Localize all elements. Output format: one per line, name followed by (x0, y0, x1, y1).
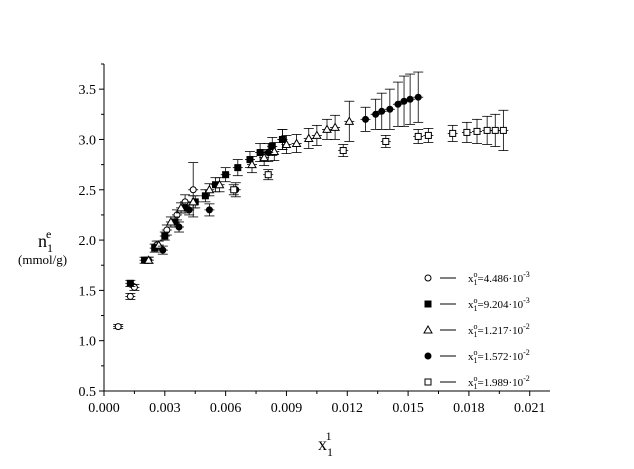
plot-frame (103, 64, 550, 392)
data-point (189, 186, 197, 194)
x-tick-label: 0.021 (514, 401, 546, 416)
data-point (394, 100, 402, 108)
data-point (386, 105, 394, 113)
data-point (406, 95, 414, 103)
data-point (424, 131, 432, 139)
x-tick-label: 0.006 (210, 401, 242, 416)
data-point (175, 223, 183, 231)
data-point (291, 138, 302, 147)
data-point (400, 97, 408, 105)
data-point (114, 323, 122, 331)
legend-marker (424, 352, 432, 360)
data-point (499, 126, 507, 134)
data-point (344, 116, 355, 125)
data-point (414, 93, 422, 101)
data-point (205, 206, 213, 214)
data-point (161, 232, 169, 240)
y-tick-label: 2.0 (79, 234, 97, 249)
data-point (259, 152, 270, 162)
data-point (303, 133, 314, 142)
y-axis-unit: (mmol/g) (18, 252, 67, 267)
data-point (281, 139, 292, 148)
data-point (126, 279, 134, 287)
y-tick-label: 0.5 (79, 385, 97, 400)
data-point (264, 171, 272, 179)
data-point (256, 149, 264, 157)
y-tick-label: 3.0 (79, 133, 97, 148)
x-tick-label: 0.003 (149, 401, 181, 416)
legend-label: x1o=9.204·10-3 (468, 296, 530, 313)
y-axis-title-superscript: e (46, 227, 51, 241)
legend-label: x1o=1.989·10-2 (468, 374, 530, 391)
data-point (330, 122, 340, 131)
data-point (382, 137, 390, 145)
data-point (414, 132, 422, 140)
data-point (378, 107, 386, 115)
data-point (322, 124, 332, 133)
data-point (173, 211, 181, 219)
legend-label: x1o=1.572·10-2 (468, 348, 530, 365)
data-point (222, 171, 230, 179)
data-point (126, 292, 134, 300)
y-axis-title-subscript: 1 (47, 241, 53, 255)
x-tick-label: 0.000 (88, 401, 120, 416)
data-point (264, 149, 272, 157)
data-series-layer (113, 71, 509, 331)
data-point (278, 135, 286, 143)
data-point (166, 216, 176, 226)
x-axis-title-subscript: 1 (327, 445, 333, 459)
x-tick-label: 0.009 (271, 401, 303, 416)
data-point (185, 206, 193, 214)
y-axis: 0.5 1.0 1.5 2.0 2.5 3.0 3.5 (79, 63, 104, 400)
y-axis-title: n1e (mmol/g) (18, 227, 67, 267)
data-series-4 (157, 71, 424, 255)
data-point (204, 184, 215, 194)
legend-item-5: x1o=1.989·10-2 (424, 374, 530, 391)
legend-label: x1o=4.486·10-3 (468, 270, 530, 287)
y-axis-title-base: n (38, 231, 47, 251)
svg-text:x11: x1 1 (318, 429, 333, 459)
y-tick-label: 1.5 (79, 284, 97, 299)
x-tick-label: 0.015 (392, 401, 424, 416)
data-point (230, 186, 238, 194)
legend-marker (424, 378, 432, 386)
data-point (143, 255, 154, 264)
y-tick-label: 1.0 (79, 335, 97, 350)
legend-item-4: x1o=1.572·10-2 (424, 348, 530, 365)
y-tick-label: 2.5 (79, 184, 97, 199)
data-point (491, 126, 499, 134)
legend-label: x1o=1.217·10-2 (468, 322, 530, 339)
legend: x1o=4.486·10-3 x1o=9.204·10-3 x1o=1.217·10… (423, 270, 530, 391)
data-series-5 (228, 109, 509, 196)
data-point (159, 246, 167, 254)
legend-item-1: x1o=4.486·10-3 (424, 270, 530, 287)
data-point (339, 147, 347, 155)
data-series-3 (143, 100, 355, 264)
x-axis-title-base: x (318, 434, 327, 454)
data-point (312, 130, 322, 139)
legend-marker (424, 274, 432, 282)
x-axis: 0.000 0.003 0.006 0.009 0.012 0.015 0.018 0.021 (88, 391, 545, 416)
y-tick-label: 3.5 (79, 83, 97, 98)
legend-marker (424, 300, 432, 308)
data-point (449, 129, 457, 137)
data-point (372, 110, 380, 118)
data-point (247, 159, 257, 169)
data-point (473, 127, 481, 135)
legend-item-3: x1o=1.217·10-2 (423, 322, 530, 339)
legend-item-2: x1o=9.204·10-3 (424, 296, 530, 313)
svg-text:n1e: n1e (38, 227, 53, 255)
data-point (362, 115, 370, 123)
data-point (214, 179, 225, 189)
x-axis-title: x1 1 (318, 429, 333, 459)
data-point (483, 126, 491, 134)
x-tick-label: 0.012 (332, 401, 364, 416)
x-tick-label: 0.018 (453, 401, 485, 416)
data-point (176, 202, 186, 212)
legend-marker (423, 324, 433, 334)
x-axis-title-superscript: 1 (326, 429, 332, 443)
data-point (234, 164, 242, 172)
data-point (463, 128, 471, 136)
